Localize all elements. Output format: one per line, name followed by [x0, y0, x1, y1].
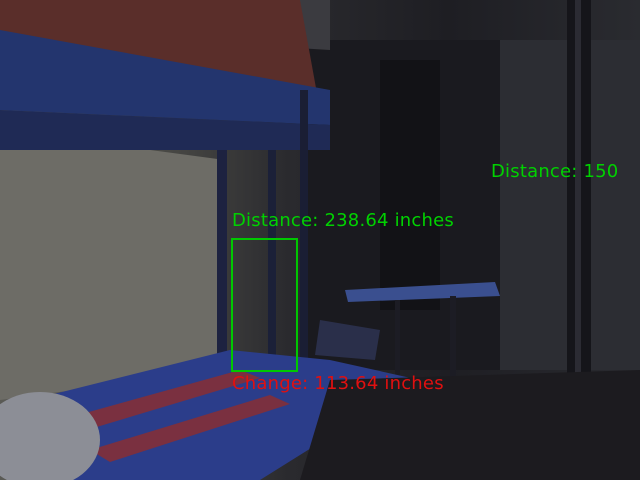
desk-leg — [450, 296, 456, 446]
mattress-stripe-2 — [90, 395, 290, 462]
distance-label-primary: Distance: 238.64 inches — [232, 210, 454, 231]
pole-highlight — [575, 0, 581, 480]
desk-top — [345, 282, 500, 302]
change-label: Change: 113.64 inches — [232, 373, 444, 394]
top-bunk-frame — [0, 30, 330, 125]
desk-leg-2 — [395, 300, 400, 420]
floor — [300, 370, 640, 480]
bunk-post-back — [300, 90, 308, 360]
distance-label-secondary: Distance: 150 — [491, 161, 619, 182]
detection-box — [231, 238, 298, 372]
chair — [315, 320, 380, 360]
bunk-post-left — [217, 150, 227, 380]
top-bunk-rail — [0, 110, 330, 150]
bunk-post-mid — [268, 150, 276, 370]
mattress-stripe-1 — [60, 370, 260, 432]
pillow — [0, 392, 100, 480]
left-wall — [0, 130, 225, 400]
doorway — [380, 60, 440, 310]
